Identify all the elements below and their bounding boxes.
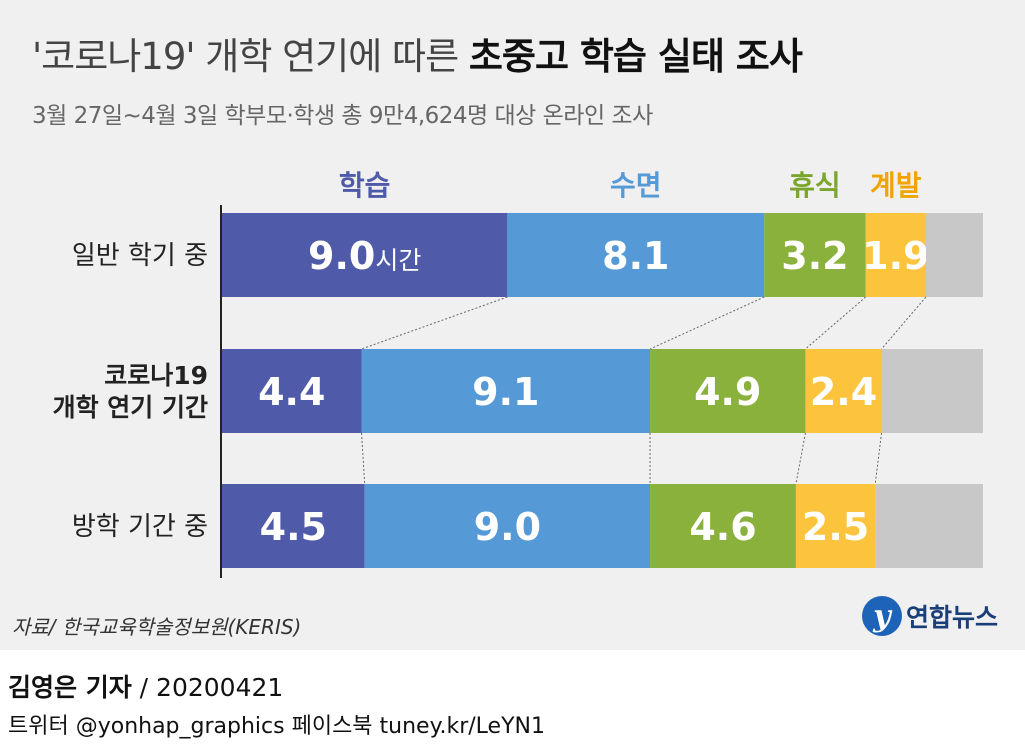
connector-line	[805, 296, 867, 350]
category-label-2-2: 개학 연기 기간	[53, 393, 208, 422]
connector-line	[649, 296, 765, 350]
data-label-value: 2.5	[802, 505, 869, 549]
connector-line	[361, 296, 508, 350]
data-label-학습-2: 4.4	[258, 370, 325, 414]
data-label-value: 4.6	[689, 505, 756, 549]
data-label-수면-1: 8.1	[602, 234, 669, 278]
connector-line	[795, 432, 806, 485]
category-label-2-1: 코로나19	[104, 361, 208, 390]
title-bold: 초중고 학습 실태 조사	[468, 35, 803, 78]
data-label-학습-1: 9.0시간	[308, 234, 421, 278]
chart-title: '코로나19' 개학 연기에 따른 초중고 학습 실태 조사	[32, 26, 803, 80]
yonhap-logo-text: 연합뉴스	[906, 603, 999, 632]
data-label-value: 8.1	[602, 234, 669, 278]
chart-subtitle: 3월 27일~4월 3일 학부모·학생 총 9만4,624명 대상 온라인 조사	[32, 103, 653, 129]
legend-수면: 수면	[610, 169, 662, 202]
data-label-value: 4.5	[260, 505, 327, 549]
data-label-unit: 시간	[375, 246, 421, 275]
data-label-계발-1: 1.9	[862, 234, 929, 278]
data-label-value: 2.4	[810, 370, 877, 414]
data-label-value: 4.4	[258, 370, 325, 414]
bar-수면-2	[361, 349, 651, 433]
bar-계발-3	[795, 484, 876, 568]
legend-계발: 계발	[870, 169, 922, 202]
bar-학습-1	[222, 213, 508, 297]
bar-휴식-2	[650, 349, 806, 433]
connector-line	[361, 432, 366, 485]
data-label-value: 9.1	[472, 370, 539, 414]
yonhap-logo: y 연합뉴스	[862, 596, 998, 636]
bar-remainder-3	[875, 484, 983, 568]
bar-remainder-2	[881, 349, 983, 433]
bar-수면-3	[364, 484, 651, 568]
data-label-계발-2: 2.4	[810, 370, 877, 414]
category-label-1-1: 일반 학기 중	[72, 241, 208, 271]
data-label-휴식-1: 3.2	[781, 234, 848, 278]
data-label-수면-3: 9.0	[474, 505, 541, 549]
data-label-value: 3.2	[781, 234, 848, 278]
legend-휴식: 휴식	[789, 169, 841, 202]
bar-계발-2	[805, 349, 882, 433]
stacked-bar-chart: 9.0시간 8.1 3.2 1.9일반 학기 중4.4 9.1 4.9 2.4코로나19개학…	[53, 169, 983, 578]
data-label-value: 4.9	[694, 370, 761, 414]
title-normal: '코로나19' 개학 연기에 따른	[32, 35, 459, 78]
data-label-계발-3: 2.5	[802, 505, 869, 549]
social-links: 트위터 @yonhap_graphics 페이스북 tuney.kr/LeYN1	[8, 714, 545, 739]
bar-remainder-1	[925, 213, 983, 297]
source-note: 자료/ 한국교육학술정보원(KERIS)	[12, 615, 302, 639]
reporter-name: 김영은 기자	[8, 673, 132, 702]
reporter-date: / 20200421	[131, 673, 284, 702]
yonhap-logo-icon: y	[862, 596, 902, 636]
bar-학습-3	[222, 484, 365, 568]
data-label-value: 9.0	[474, 505, 541, 549]
bar-휴식-1	[764, 213, 866, 297]
reporter-line: 김영은 기자 / 20200421	[8, 668, 283, 704]
data-label-수면-2: 9.1	[472, 370, 539, 414]
bar-휴식-3	[650, 484, 796, 568]
data-label-value: 9.0	[308, 234, 375, 278]
connector-line	[874, 432, 883, 485]
bar-학습-2	[222, 349, 362, 433]
legend-학습: 학습	[339, 169, 391, 202]
bar-수면-1	[507, 213, 765, 297]
data-label-휴식-3: 4.6	[689, 505, 756, 549]
bar-계발-1	[865, 213, 926, 297]
data-label-휴식-2: 4.9	[694, 370, 761, 414]
data-label-value: 1.9	[862, 234, 929, 278]
category-label-3-1: 방학 기간 중	[72, 512, 208, 542]
connector-line	[881, 296, 927, 350]
data-label-학습-3: 4.5	[260, 505, 327, 549]
